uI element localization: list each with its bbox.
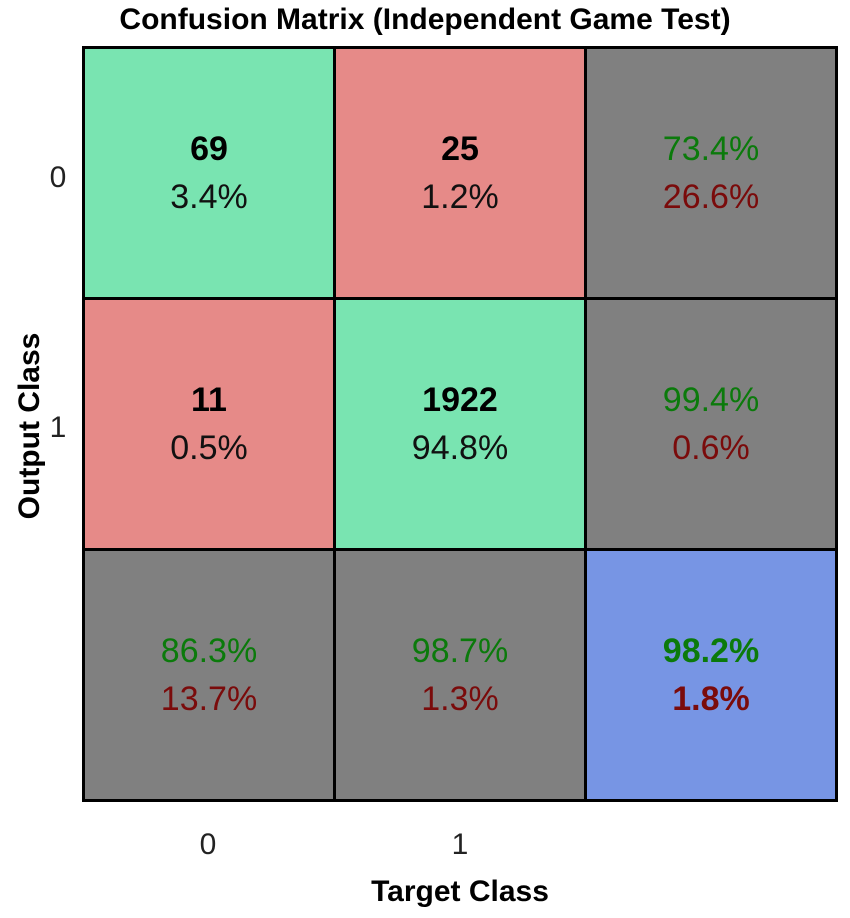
col-summary-0: 86.3% 13.7% [85, 551, 333, 799]
cell-count: 69 [190, 130, 228, 168]
col-error-percent: 13.7% [160, 680, 258, 718]
cell-count: 25 [441, 130, 479, 168]
overall-correct-percent: 98.2% [662, 632, 760, 670]
col-error-percent: 1.3% [421, 680, 499, 718]
x-axis-label: Target Class [371, 875, 549, 908]
cell-output1-target1: 1922 94.8% [336, 300, 584, 548]
row-correct-percent: 99.4% [662, 381, 760, 419]
row-error-percent: 0.6% [672, 429, 750, 467]
chart-title: Confusion Matrix (Independent Game Test) [119, 3, 731, 36]
cell-percent: 1.2% [421, 178, 499, 216]
confusion-matrix: 69 3.4% 25 1.2% 73.4% 26.6% 11 0.5% 1922… [82, 46, 838, 802]
y-tick-label-0: 0 [49, 161, 67, 194]
cell-percent: 94.8% [411, 429, 509, 467]
col-correct-percent: 86.3% [160, 632, 258, 670]
cell-count: 11 [191, 381, 227, 419]
cell-output0-target1: 25 1.2% [336, 49, 584, 297]
row-correct-percent: 73.4% [662, 130, 760, 168]
x-tick-label-1: 1 [451, 828, 469, 861]
cell-percent: 0.5% [170, 429, 248, 467]
row-summary-1: 99.4% 0.6% [587, 300, 835, 548]
cell-percent: 3.4% [170, 178, 248, 216]
cell-output0-target0: 69 3.4% [85, 49, 333, 297]
x-tick-label-0: 0 [199, 828, 217, 861]
col-correct-percent: 98.7% [411, 632, 509, 670]
y-axis-label: Output Class [13, 332, 46, 520]
row-summary-0: 73.4% 26.6% [587, 49, 835, 297]
row-error-percent: 26.6% [662, 178, 760, 216]
cell-count: 1922 [422, 381, 498, 419]
y-tick-label-1: 1 [49, 411, 67, 444]
col-summary-1: 98.7% 1.3% [336, 551, 584, 799]
cell-output1-target0: 11 0.5% [85, 300, 333, 548]
overall-summary: 98.2% 1.8% [587, 551, 835, 799]
overall-error-percent: 1.8% [672, 680, 750, 718]
